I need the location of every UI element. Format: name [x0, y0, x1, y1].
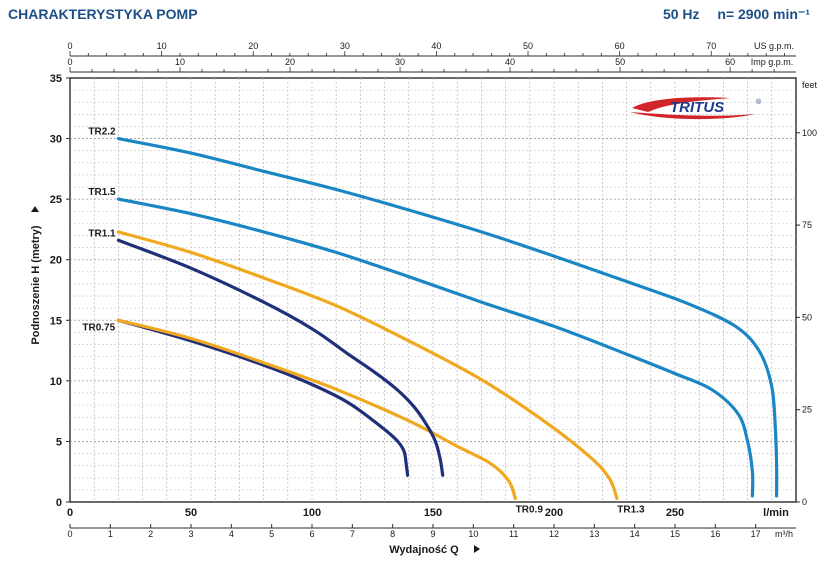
- impgpm-tick-label: 0: [67, 57, 72, 67]
- curve-tr1-1: [116, 238, 445, 477]
- logo-swoosh: [632, 97, 730, 112]
- curve-tr0-75: [116, 318, 410, 477]
- impgpm-tick-label: 20: [285, 57, 295, 67]
- xlabel-arrow-icon: [474, 545, 480, 553]
- usgpm-tick-label: 0: [67, 41, 72, 51]
- m3h-tick-label: 12: [549, 529, 559, 539]
- m3h-tick-label: 14: [630, 529, 640, 539]
- y-tick-label: 0: [56, 497, 62, 509]
- x-tick-label: 250: [666, 507, 684, 519]
- label-tr1-5: TR1.5: [88, 187, 116, 198]
- y-tick-label: 20: [50, 255, 62, 267]
- curve-tr2-2: [116, 137, 779, 498]
- usgpm-tick-label: 70: [706, 41, 716, 51]
- feet-unit-label: feet: [802, 80, 818, 90]
- chart-labels: TR0.75 TR0.9 TR1.1 TR1.3 TR1.5 TR2.2: [82, 127, 645, 516]
- x-tick-label: 100: [303, 507, 321, 519]
- tritus-logo: TRITUS ®: [630, 97, 762, 120]
- curve-tr1-3: [116, 230, 619, 500]
- m3h-tick-label: 4: [229, 529, 234, 539]
- usgpm-tick-label: 50: [523, 41, 533, 51]
- impgpm-unit-label: Imp g.p.m.: [751, 57, 794, 67]
- impgpm-tick-label: 40: [505, 57, 515, 67]
- m3h-tick-label: 0: [67, 529, 72, 539]
- feet-tick-label: 100: [802, 128, 817, 138]
- m3h-tick-label: 16: [710, 529, 720, 539]
- curve-tr1-5: [116, 197, 755, 498]
- y-tick-label: 5: [56, 436, 62, 448]
- m3h-tick-label: 11: [509, 529, 518, 539]
- m3h-tick-label: 7: [350, 529, 355, 539]
- logo-swoosh-lower: [630, 112, 755, 120]
- speed-label: n= 2900 min⁻¹: [717, 6, 810, 22]
- frequency-info: 50 Hz n= 2900 min⁻¹: [649, 6, 810, 23]
- chart-title: CHARAKTERYSTYKA POMP: [8, 6, 198, 22]
- chart-curves: [116, 137, 779, 500]
- usgpm-tick-label: 60: [615, 41, 625, 51]
- label-tr1-1: TR1.1: [88, 228, 116, 239]
- label-tr0-75: TR0.75: [82, 322, 115, 333]
- x-tick-label: 50: [185, 507, 197, 519]
- m3h-tick-label: 15: [670, 529, 680, 539]
- impgpm-tick-label: 30: [395, 57, 405, 67]
- usgpm-tick-label: 40: [431, 41, 441, 51]
- m3h-tick-label: 13: [589, 529, 599, 539]
- impgpm-tick-label: 60: [725, 57, 735, 67]
- y-tick-label: 35: [50, 73, 62, 85]
- impgpm-tick-label: 50: [615, 57, 625, 67]
- ylabel-arrow-icon: [31, 206, 39, 212]
- y-tick-label: 15: [50, 315, 62, 327]
- curve-tr0-9: [116, 318, 517, 500]
- x-tick-label: 150: [424, 507, 442, 519]
- y-tick-label: 30: [50, 134, 62, 146]
- x-axis-title: Wydajność Q: [389, 544, 459, 556]
- m3h-tick-label: 2: [148, 529, 153, 539]
- x-tick-label: 200: [545, 507, 563, 519]
- m3h-tick-label: 1: [108, 529, 113, 539]
- m3h-tick-label: 10: [468, 529, 478, 539]
- feet-tick-label: 75: [802, 220, 812, 230]
- y-tick-label: 10: [50, 376, 62, 388]
- m3h-tick-label: 3: [188, 529, 193, 539]
- feet-tick-label: 50: [802, 312, 812, 322]
- x-unit-label: l/min: [763, 507, 789, 519]
- m3h-tick-label: 9: [430, 529, 435, 539]
- m3h-unit-label: m³/h: [775, 529, 793, 539]
- m3h-tick-label: 6: [309, 529, 314, 539]
- usgpm-tick-label: 10: [157, 41, 167, 51]
- m3h-tick-label: 5: [269, 529, 274, 539]
- usgpm-tick-label: 20: [248, 41, 258, 51]
- label-tr2-2: TR2.2: [88, 127, 116, 138]
- m3h-tick-label: 17: [751, 529, 761, 539]
- x-tick-label: 0: [67, 507, 73, 519]
- label-tr0-9: TR0.9: [516, 504, 544, 515]
- feet-tick-label: 25: [802, 405, 812, 415]
- frequency-label: 50 Hz: [662, 6, 700, 22]
- y-tick-label: 25: [50, 194, 62, 206]
- feet-tick-label: 0: [802, 497, 807, 507]
- label-tr1-3: TR1.3: [617, 504, 645, 515]
- m3h-tick-label: 8: [390, 529, 395, 539]
- usgpm-tick-label: 30: [340, 41, 350, 51]
- impgpm-tick-label: 10: [175, 57, 185, 67]
- logo-mark: ®: [756, 98, 762, 106]
- y-axis-title: Podnoszenie H (metry): [30, 225, 42, 345]
- logo-text: TRITUS: [670, 99, 724, 116]
- usgpm-unit-label: US g.p.m.: [754, 41, 794, 51]
